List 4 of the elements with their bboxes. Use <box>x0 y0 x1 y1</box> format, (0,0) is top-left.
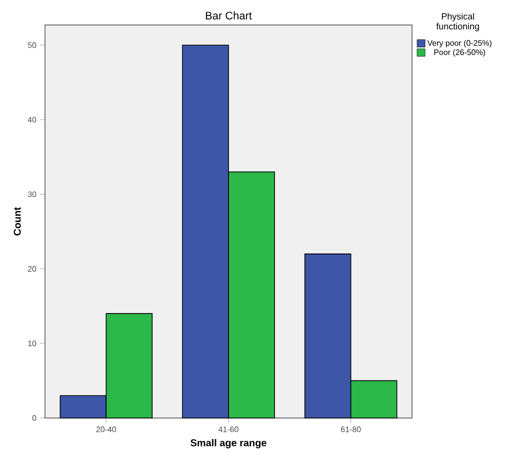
chart-title: Bar Chart <box>206 11 252 20</box>
x-axis-title: Small age range <box>190 438 266 448</box>
y-axis-title: Count <box>14 207 21 236</box>
legend-title: Physical functioning <box>436 12 479 32</box>
